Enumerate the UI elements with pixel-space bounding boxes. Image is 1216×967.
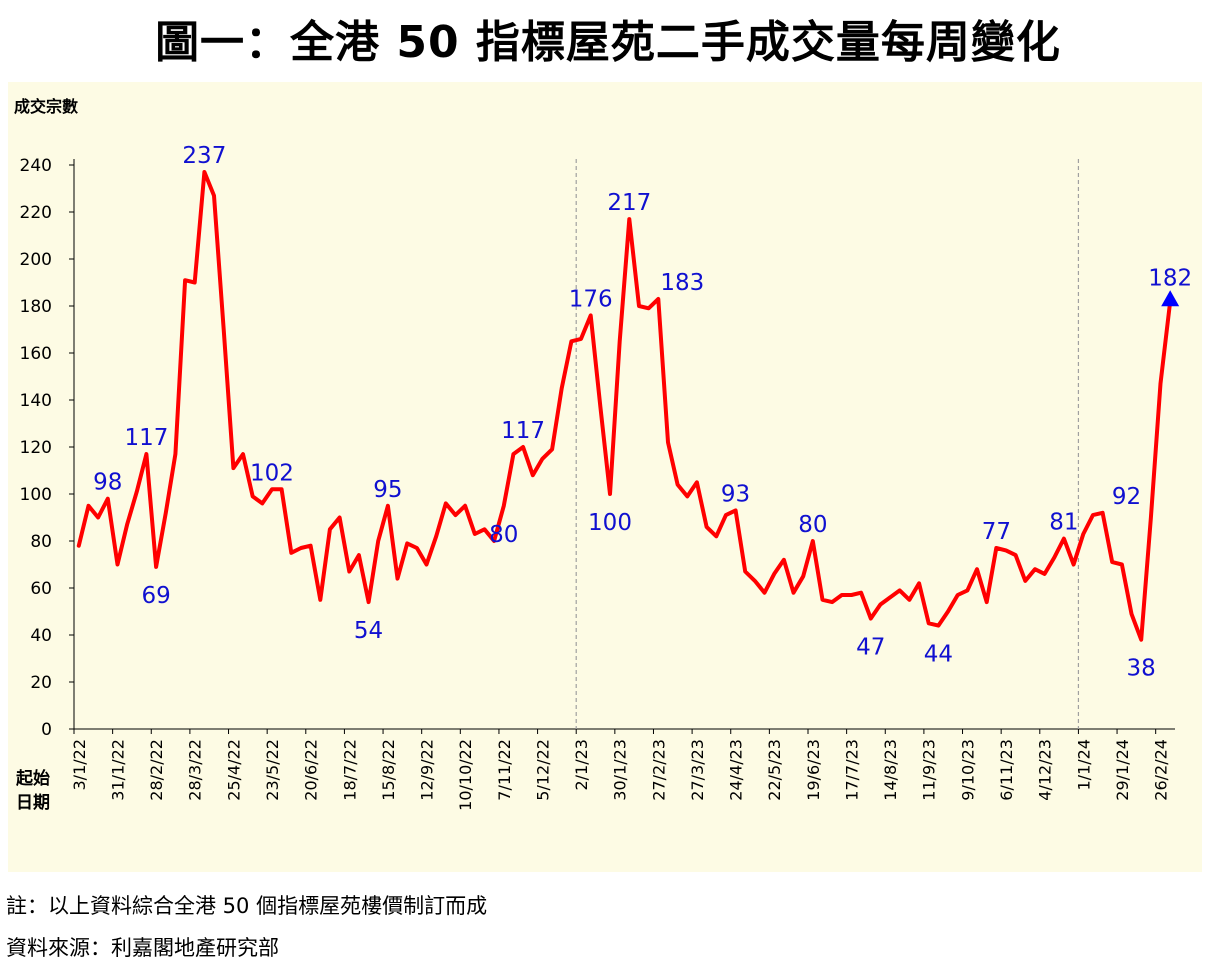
- data-label: 117: [501, 418, 545, 444]
- y-tick-label: 60: [30, 579, 52, 599]
- data-label: 100: [588, 510, 632, 536]
- y-tick-label: 0: [41, 720, 52, 740]
- data-label: 183: [660, 270, 704, 296]
- y-tick-label: 160: [20, 344, 52, 364]
- x-tick-label: 27/2/23: [649, 739, 668, 801]
- y-tick-label: 120: [20, 438, 52, 458]
- x-tick-label: 22/5/23: [765, 739, 784, 801]
- y-tick-label: 140: [20, 391, 52, 411]
- data-label: 47: [856, 635, 885, 661]
- x-tick-label: 29/1/24: [1113, 739, 1132, 801]
- y-tick-label: 220: [20, 203, 52, 223]
- data-label: 80: [489, 522, 518, 548]
- data-label: 93: [721, 481, 750, 507]
- x-tick-label: 3/1/22: [70, 739, 89, 791]
- x-tick-label: 28/2/22: [147, 739, 166, 801]
- data-label: 102: [250, 460, 294, 486]
- x-tick-label: 14/8/23: [881, 739, 900, 801]
- data-label: 44: [924, 642, 953, 668]
- data-label: 38: [1127, 656, 1156, 682]
- x-tick-label: 12/9/22: [418, 739, 437, 801]
- y-tick-label: 180: [20, 297, 52, 317]
- x-tick-label: 5/12/22: [533, 739, 552, 801]
- x-tick-label: 20/6/22: [302, 739, 321, 801]
- data-label: 98: [93, 470, 122, 496]
- x-tick-label: 6/11/23: [997, 739, 1016, 801]
- data-label: 77: [982, 519, 1011, 545]
- y-tick-label: 240: [20, 156, 52, 176]
- source-note: 資料來源：利嘉閣地產研究部: [6, 936, 279, 960]
- data-label: 95: [373, 477, 402, 503]
- y-tick-label: 20: [30, 673, 52, 693]
- y-tick-label: 40: [30, 626, 52, 646]
- series-line: [76, 170, 1173, 642]
- x-tick-label: 11/9/23: [920, 739, 939, 801]
- x-tick-label: 10/10/22: [456, 739, 475, 811]
- x-tick-label: 2/1/23: [572, 739, 591, 791]
- line-chart: 成交宗數 0 20 40 60 80 100 120 140 160 180 200 220 240 3/1…: [14, 97, 1192, 813]
- x-tick-label: 9/10/23: [958, 739, 977, 801]
- y-tick-label: 100: [20, 485, 52, 505]
- data-label: 92: [1112, 484, 1141, 510]
- data-label: 176: [569, 286, 613, 312]
- x-tick-label: 25/4/22: [224, 739, 243, 801]
- x-tick-label: 17/7/23: [842, 739, 861, 801]
- x-tick-label: 26/2/24: [1152, 739, 1171, 801]
- x-tick-label: 31/1/22: [108, 739, 127, 801]
- x-tick-label: 30/1/23: [611, 739, 630, 801]
- data-label: 81: [1049, 510, 1078, 536]
- x-tick-label: 18/7/22: [340, 739, 359, 801]
- x-axis-label: 日期: [16, 793, 50, 813]
- x-tick-label: 15/8/22: [379, 739, 398, 801]
- data-label: 80: [798, 512, 827, 538]
- x-tick-label: 19/6/23: [804, 739, 823, 801]
- x-tick-label: 23/5/22: [263, 739, 282, 801]
- x-tick-label: 24/4/23: [727, 739, 746, 801]
- x-tick-label: 4/12/23: [1036, 739, 1055, 801]
- data-label: 237: [182, 143, 226, 169]
- footnote: 註：以上資料綜合全港 50 個指標屋苑樓價制訂而成: [6, 894, 488, 918]
- y-tick-label: 80: [30, 532, 52, 552]
- y-tick-label: 200: [20, 250, 52, 270]
- chart-area: 成交宗數 0 20 40 60 80 100 120 140 160 180 200 220 240 3/1…: [8, 82, 1202, 872]
- y-axis-label: 成交宗數: [14, 97, 78, 116]
- chart-title: 圖一：全港 50 指標屋苑二手成交量每周變化: [155, 17, 1061, 68]
- data-label: 69: [141, 583, 170, 609]
- x-tick-label: 28/3/22: [186, 739, 205, 801]
- data-label: 217: [607, 190, 651, 216]
- x-tick-label: 7/11/22: [495, 739, 514, 801]
- end-marker-triangle: [1161, 290, 1180, 307]
- data-label: 117: [124, 425, 168, 451]
- x-tick-label: 1/1/24: [1074, 739, 1093, 791]
- data-label: 182: [1148, 265, 1192, 291]
- x-tick-label: 27/3/23: [688, 739, 707, 801]
- data-label: 54: [354, 618, 383, 644]
- x-axis-label: 起始: [15, 768, 50, 789]
